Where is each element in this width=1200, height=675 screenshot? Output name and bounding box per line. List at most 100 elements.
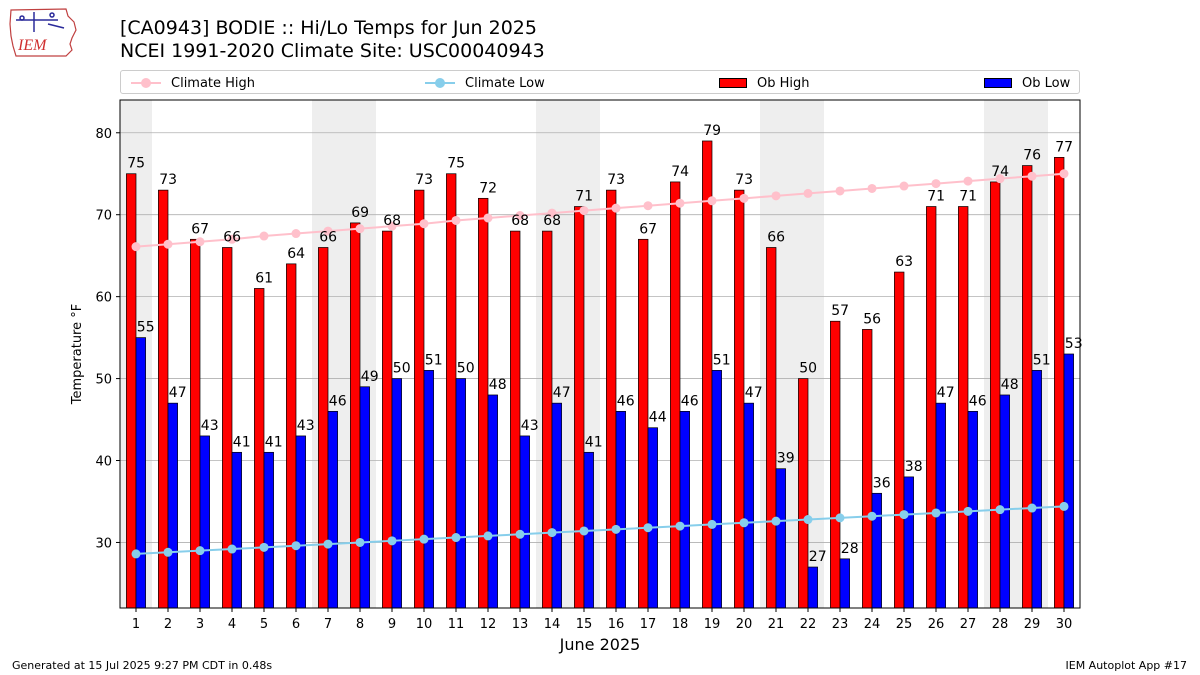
- ob-high-value-label: 71: [959, 189, 977, 205]
- ob-low-value-label: 46: [617, 393, 635, 409]
- climate-low-point: [579, 526, 589, 536]
- climate-high-point: [803, 188, 813, 198]
- x-tick-label: 14: [544, 617, 561, 632]
- y-tick-label: 40: [95, 455, 112, 470]
- climate-high-point: [739, 193, 749, 203]
- climate-low-point: [387, 536, 397, 546]
- ob-low-bar: [871, 492, 882, 609]
- y-tick-label: 80: [95, 127, 112, 142]
- ob-high-value-label: 66: [223, 229, 241, 245]
- ob-high-value-label: 66: [319, 229, 337, 245]
- ob-high-bar: [542, 230, 553, 609]
- climate-high-point: [259, 231, 269, 241]
- ob-low-bar: [487, 394, 498, 609]
- ob-low-bar: [1031, 370, 1042, 609]
- ob-high-value-label: 68: [543, 213, 561, 229]
- chart-title: [CA0943] BODIE :: Hi/Lo Temps for Jun 20…: [120, 17, 537, 39]
- weather-instrument-icon: [16, 12, 65, 32]
- ob-low-bar: [167, 402, 178, 609]
- ob-low-value-label: 55: [137, 320, 155, 336]
- ob-high-value-label: 75: [127, 156, 145, 172]
- x-tick-label: 1: [132, 617, 140, 632]
- generated-timestamp: Generated at 15 Jul 2025 9:27 PM CDT in …: [12, 659, 273, 672]
- ob-low-bar: [903, 476, 914, 609]
- ob-high-bar: [734, 189, 745, 609]
- x-tick-label: 11: [448, 617, 465, 632]
- ob-high-bar: [478, 197, 489, 609]
- climate-high-point: [1059, 169, 1069, 179]
- ob-high-value-label: 73: [415, 172, 433, 188]
- climate-high-point: [899, 181, 909, 191]
- climate-low-point: [867, 511, 877, 521]
- climate-low-point: [963, 506, 973, 516]
- x-tick-label: 27: [960, 617, 977, 632]
- ob-low-bar: [391, 378, 402, 609]
- ob-high-bar: [926, 206, 937, 609]
- climate-high-point: [419, 219, 429, 229]
- ob-low-swatch: [984, 78, 1012, 88]
- ob-high-bar: [222, 247, 233, 609]
- ob-low-value-label: 50: [393, 361, 411, 377]
- ob-low-value-label: 43: [201, 418, 219, 434]
- x-tick-label: 25: [896, 617, 913, 632]
- legend-label-climate-high: Climate High: [171, 75, 256, 91]
- climate-low-swatch: [425, 74, 455, 92]
- ob-high-value-label: 76: [1023, 148, 1041, 164]
- ob-high-value-label: 74: [671, 164, 689, 180]
- climate-low-point: [611, 524, 621, 534]
- ob-high-bar: [638, 238, 649, 609]
- ob-low-value-label: 41: [233, 434, 251, 450]
- climate-low-point: [483, 531, 493, 541]
- x-tick-label: 2: [164, 617, 172, 632]
- ob-low-bar: [615, 411, 626, 609]
- ob-high-bar: [894, 271, 905, 609]
- x-tick-label: 22: [800, 617, 817, 632]
- ob-high-bar: [382, 230, 393, 609]
- climate-low-point: [643, 523, 653, 533]
- ob-low-bar: [743, 402, 754, 609]
- ob-high-bar: [830, 320, 841, 609]
- ob-low-bar: [551, 402, 562, 609]
- climate-low-point: [835, 513, 845, 523]
- climate-low-point: [771, 516, 781, 526]
- x-tick-label: 3: [196, 617, 204, 632]
- climate-low-point: [419, 534, 429, 544]
- ob-low-value-label: 47: [937, 385, 955, 401]
- x-tick-label: 20: [736, 617, 753, 632]
- legend-item-ob-low: Ob Low: [984, 74, 1070, 92]
- climate-low-point: [259, 542, 269, 552]
- climate-high-point: [579, 206, 589, 216]
- ob-high-swatch: [719, 78, 747, 88]
- ob-high-bar: [158, 189, 169, 609]
- ob-low-value-label: 50: [457, 361, 475, 377]
- x-tick-label: 9: [388, 617, 396, 632]
- ob-high-value-label: 57: [831, 303, 849, 319]
- ob-high-bar: [510, 230, 521, 609]
- ob-high-bar: [414, 189, 425, 609]
- ob-high-value-label: 69: [351, 205, 369, 221]
- climate-high-point: [611, 203, 621, 213]
- ob-low-value-label: 47: [553, 385, 571, 401]
- ob-low-value-label: 53: [1065, 336, 1083, 352]
- ob-low-bar: [231, 451, 242, 609]
- ob-high-value-label: 77: [1055, 139, 1073, 155]
- ob-low-value-label: 27: [809, 549, 827, 565]
- climate-low-point: [323, 539, 333, 549]
- ob-high-bar: [958, 206, 969, 609]
- ob-low-bar: [135, 337, 146, 609]
- ob-low-bar: [295, 435, 306, 609]
- y-axis-label: Temperature °F: [70, 304, 85, 405]
- climate-low-point: [1027, 503, 1037, 513]
- ob-high-value-label: 68: [511, 213, 529, 229]
- logo-text: IEM: [17, 37, 48, 54]
- ob-high-bar: [606, 189, 617, 609]
- x-tick-label: 7: [324, 617, 332, 632]
- ob-high-value-label: 73: [607, 172, 625, 188]
- ob-low-value-label: 43: [297, 418, 315, 434]
- ob-low-value-label: 43: [521, 418, 539, 434]
- legend-label-climate-low: Climate Low: [465, 75, 545, 91]
- ob-low-bar: [359, 386, 370, 609]
- x-tick-label: 6: [292, 617, 300, 632]
- climate-high-point: [515, 211, 525, 221]
- climate-low-point: [163, 547, 173, 557]
